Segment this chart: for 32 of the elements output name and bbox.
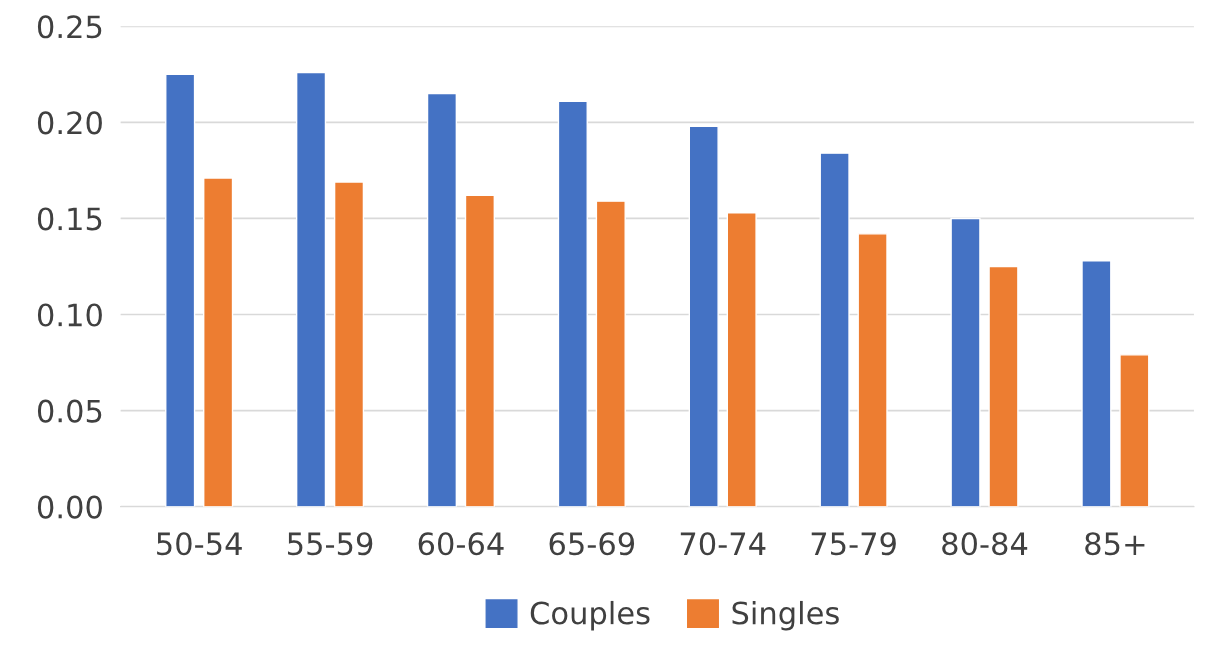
bar <box>857 233 888 507</box>
bar <box>333 181 365 507</box>
x-tick-label: 60-64 <box>418 532 504 556</box>
y-tick-label: 0.10 <box>37 303 102 327</box>
bar <box>165 73 196 507</box>
y-tick-label: 0.20 <box>37 111 102 135</box>
bar <box>1081 260 1112 507</box>
bar <box>295 71 327 507</box>
bar <box>557 100 588 507</box>
bar <box>595 200 626 507</box>
bar <box>203 177 234 507</box>
legend-label: Singles <box>732 600 839 631</box>
x-tick-label: 50-54 <box>157 532 242 556</box>
bar <box>988 265 1019 507</box>
bar <box>819 152 850 507</box>
x-tick-label: 70-74 <box>680 532 766 556</box>
legend-label: Couples <box>530 600 650 631</box>
bar <box>1119 354 1150 507</box>
x-tick-label: 65-69 <box>549 532 635 556</box>
bar <box>726 211 757 507</box>
x-tick-label: 80-84 <box>942 532 1028 556</box>
y-tick-label: 0.00 <box>37 495 102 519</box>
bar <box>688 125 719 507</box>
x-tick-label: 85+ <box>1085 532 1145 556</box>
bar <box>426 92 458 507</box>
x-tick-label: 55-59 <box>288 532 373 556</box>
x-tick-label: 75-79 <box>811 532 896 556</box>
y-tick-label: 0.15 <box>37 207 102 231</box>
y-tick-label: 0.25 <box>37 15 102 39</box>
bar <box>464 194 496 507</box>
bar <box>950 217 981 507</box>
y-tick-label: 0.05 <box>37 399 102 423</box>
